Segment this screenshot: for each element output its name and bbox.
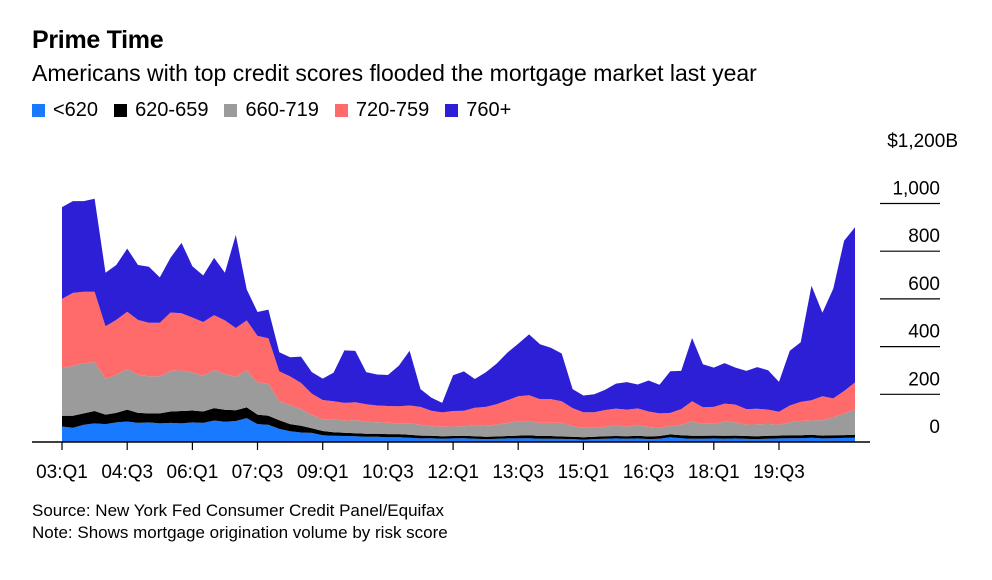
y-tick-label: $1,200B bbox=[887, 131, 958, 152]
x-tick-label: 09:Q1 bbox=[297, 462, 349, 483]
legend-label-660-719: 660-719 bbox=[245, 99, 319, 121]
area-series-4 bbox=[62, 198, 855, 414]
area-layers bbox=[62, 198, 855, 442]
legend-swatch-660-719 bbox=[224, 104, 238, 117]
legend-item-lt620: <620 bbox=[32, 99, 98, 122]
area-series-1 bbox=[62, 407, 855, 440]
legend-item-720-759: 720-759 bbox=[334, 99, 430, 122]
x-tick-label: 15:Q1 bbox=[558, 462, 610, 483]
source-note: Source: New York Fed Consumer Credit Pan… bbox=[32, 500, 448, 544]
x-tick-label: 06:Q1 bbox=[167, 462, 219, 483]
y-tick-label: 600 bbox=[908, 274, 940, 295]
x-tick-label: 18:Q1 bbox=[688, 462, 740, 483]
y-axis: 0 200 400 600 800 1,000 $1,200B bbox=[880, 131, 958, 438]
y-tick-label: 400 bbox=[908, 322, 940, 343]
legend-item-760plus: 760+ bbox=[445, 99, 511, 122]
y-tick-label: 200 bbox=[908, 369, 940, 390]
chart-title: Prime Time bbox=[32, 26, 164, 54]
x-tick-label: 12:Q1 bbox=[427, 462, 479, 483]
y-tick-label: 0 bbox=[929, 417, 940, 438]
x-tick-label: 16:Q3 bbox=[623, 462, 675, 483]
legend-item-660-719: 660-719 bbox=[224, 99, 319, 122]
source-text: Source: New York Fed Consumer Credit Pan… bbox=[32, 501, 444, 520]
legend: <620 620-659 660-719 720-759 760+ bbox=[32, 99, 527, 122]
legend-label-760plus: 760+ bbox=[466, 99, 512, 121]
legend-item-620-659: 620-659 bbox=[114, 99, 208, 122]
legend-label-620-659: 620-659 bbox=[135, 99, 209, 121]
x-axis: 03:Q1 04:Q3 06:Q1 07:Q3 09:Q1 10:Q3 12:Q1 13:Q3… bbox=[32, 441, 870, 483]
x-tick-label: 10:Q3 bbox=[362, 462, 414, 483]
area-series-3 bbox=[62, 291, 855, 428]
x-tick-label: 19:Q3 bbox=[753, 462, 805, 483]
x-tick-label: 03:Q1 bbox=[36, 462, 88, 483]
legend-swatch-lt620 bbox=[32, 104, 45, 117]
x-tick-label: 04:Q3 bbox=[101, 462, 153, 483]
y-tick-label: 1,000 bbox=[892, 179, 940, 200]
legend-swatch-620-659 bbox=[114, 104, 128, 117]
legend-label-lt620: <620 bbox=[53, 99, 99, 121]
area-series-2 bbox=[62, 362, 855, 438]
legend-swatch-720-759 bbox=[334, 104, 348, 117]
legend-swatch-760plus bbox=[445, 104, 459, 117]
x-tick-label: 07:Q3 bbox=[232, 462, 284, 483]
x-tick-label: 13:Q3 bbox=[492, 462, 544, 483]
area-series-0 bbox=[62, 418, 855, 442]
y-tick-label: 800 bbox=[908, 226, 940, 247]
note-text: Note: Shows mortgage origination volume … bbox=[32, 523, 448, 542]
legend-label-720-759: 720-759 bbox=[355, 99, 430, 121]
chart-subtitle: Americans with top credit scores flooded… bbox=[32, 60, 757, 86]
